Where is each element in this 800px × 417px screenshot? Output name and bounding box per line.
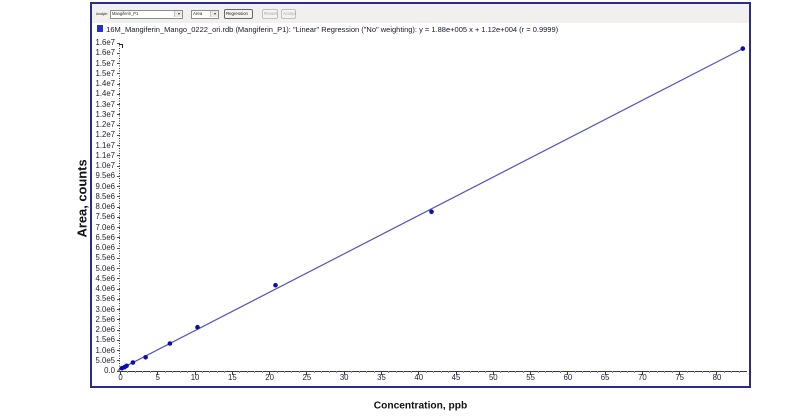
svg-text:Area, counts: Area, counts <box>74 159 89 237</box>
svg-text:Concentration, ppb: Concentration, ppb <box>374 400 467 411</box>
